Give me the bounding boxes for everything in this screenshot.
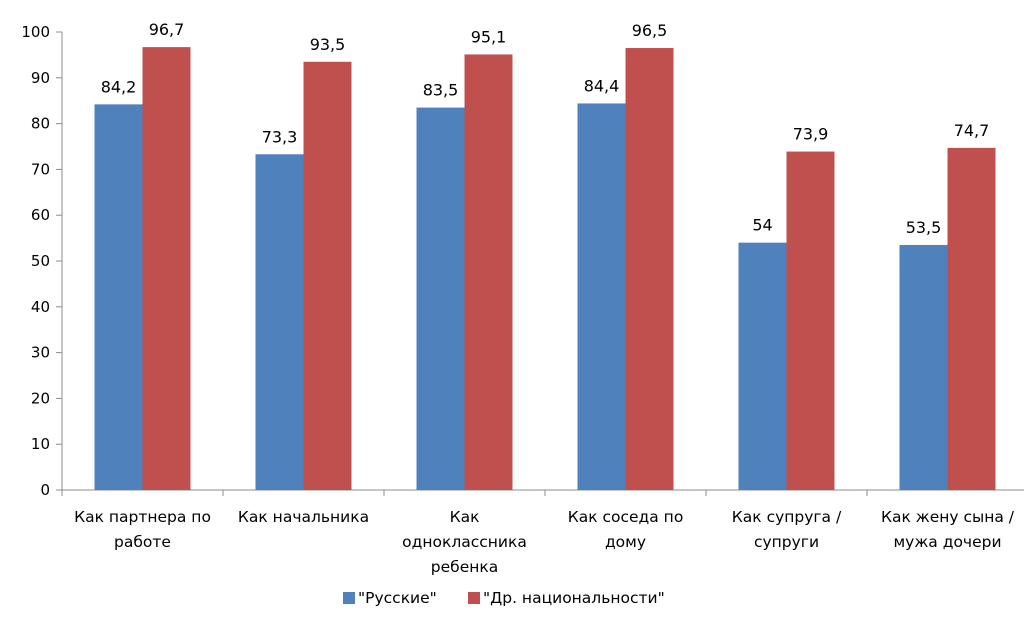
category-label: Как начальника — [238, 508, 369, 526]
category-label: одноклассника — [402, 533, 527, 551]
data-label: 53,5 — [906, 218, 942, 237]
y-tick-label: 80 — [31, 115, 50, 133]
bar — [416, 107, 465, 490]
y-tick-label: 70 — [31, 160, 50, 178]
y-tick-label: 90 — [31, 69, 50, 87]
category-labels: Как партнера по работе Как начальника Как од… — [74, 508, 1015, 576]
bar — [947, 147, 996, 490]
data-label: 96,5 — [632, 21, 668, 40]
data-label: 73,3 — [262, 127, 298, 146]
x-axis — [61, 489, 1024, 496]
legend-label: "Русские" — [358, 589, 437, 607]
bar — [94, 104, 143, 490]
data-label: 74,7 — [954, 121, 990, 140]
data-label: 93,5 — [310, 35, 346, 54]
y-tick-label: 20 — [31, 389, 50, 407]
bar — [142, 47, 191, 490]
y-axis: 0 10 20 30 40 50 60 70 80 90 100 — [21, 23, 63, 499]
category-label: мужа дочери — [893, 533, 1001, 551]
y-tick-label: 60 — [31, 206, 50, 224]
category-label: Как партнера по — [74, 508, 211, 526]
category-label: дому — [605, 533, 646, 551]
y-tick-label: 30 — [31, 344, 50, 362]
data-label: 95,1 — [471, 27, 507, 46]
bar — [786, 151, 835, 490]
data-label: 84,2 — [101, 77, 137, 96]
data-label: 54 — [752, 216, 772, 235]
bar — [303, 61, 352, 491]
category-label: Как жену сына / — [881, 508, 1015, 526]
y-tick-label: 50 — [31, 252, 50, 270]
data-label: 96,7 — [149, 20, 185, 39]
category-label: работе — [114, 533, 171, 551]
legend: "Русские" "Др. национальности" — [343, 589, 665, 607]
category-label: Как — [450, 508, 480, 526]
legend-swatch — [343, 592, 355, 604]
y-tick-label: 40 — [31, 298, 50, 316]
category-label: ребенка — [431, 558, 498, 576]
bar — [625, 48, 674, 490]
y-tick-label: 0 — [40, 481, 50, 499]
bar — [899, 244, 948, 490]
y-tick-label: 10 — [31, 435, 50, 453]
bars — [94, 47, 996, 491]
bar — [464, 54, 513, 490]
legend-swatch — [468, 592, 480, 604]
bar — [577, 103, 626, 490]
legend-label: "Др. национальности" — [483, 589, 665, 607]
data-labels: 84,2 96,7 73,3 93,5 83,5 95,1 84,4 96,5 54 73,9 53… — [101, 20, 990, 237]
data-label: 83,5 — [423, 81, 459, 100]
category-label: Как соседа по — [568, 508, 684, 526]
y-tick-label: 100 — [21, 23, 50, 41]
category-label: Как супруга / — [732, 508, 842, 526]
data-label: 84,4 — [584, 76, 620, 95]
bar — [738, 242, 787, 490]
category-label: супруги — [754, 533, 819, 551]
bar — [255, 154, 304, 490]
data-label: 73,9 — [793, 125, 829, 144]
